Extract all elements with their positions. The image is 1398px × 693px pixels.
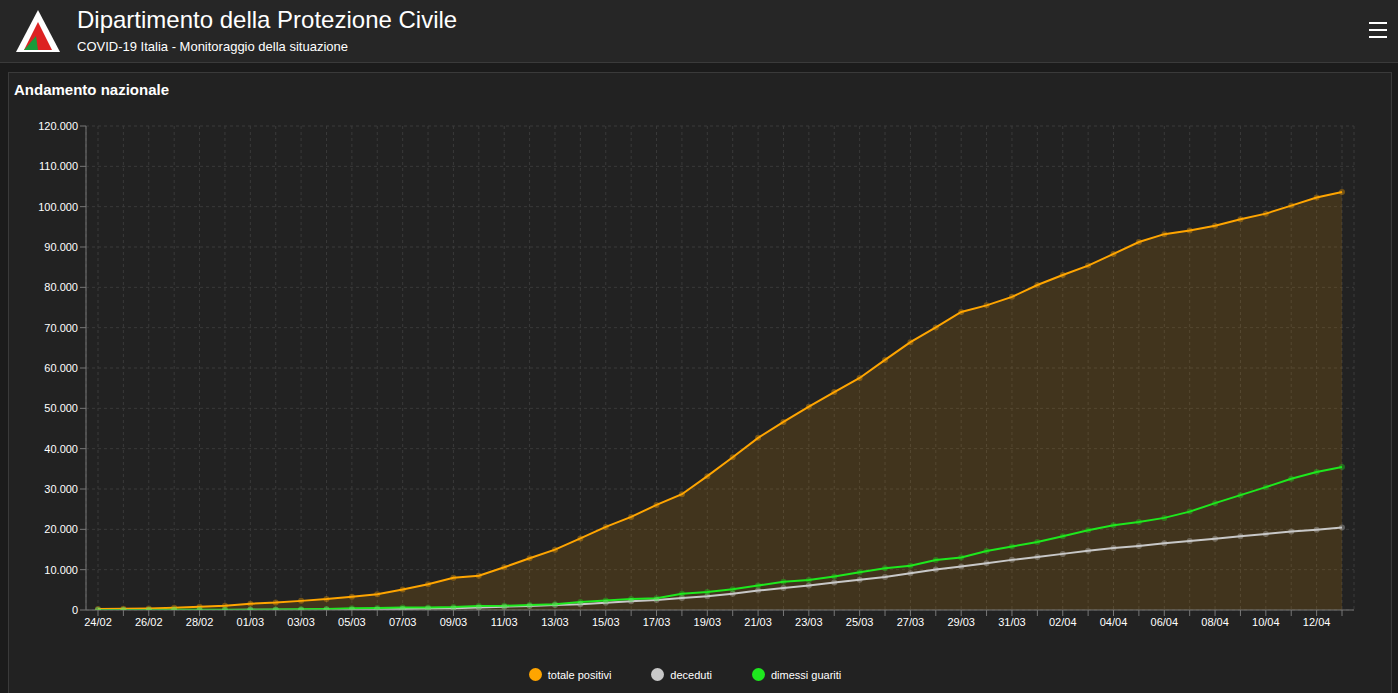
svg-text:28/02: 28/02: [186, 616, 214, 628]
svg-text:24/02: 24/02: [84, 616, 112, 628]
svg-text:20.000: 20.000: [44, 523, 78, 535]
svg-text:60.000: 60.000: [44, 362, 78, 374]
svg-text:50.000: 50.000: [44, 402, 78, 414]
svg-text:80.000: 80.000: [44, 281, 78, 293]
svg-text:11/03: 11/03: [491, 616, 518, 628]
svg-text:05/03: 05/03: [338, 616, 366, 628]
svg-text:27/03: 27/03: [897, 616, 925, 628]
svg-text:08/04: 08/04: [1201, 616, 1229, 628]
svg-text:70.000: 70.000: [44, 322, 78, 334]
svg-text:40.000: 40.000: [44, 443, 78, 455]
svg-text:10.000: 10.000: [44, 564, 78, 576]
html-text:deceduti: deceduti: [670, 668, 712, 681]
svg-text:90.000: 90.000: [44, 241, 78, 253]
svg-text:19/03: 19/03: [694, 616, 722, 628]
svg-text:13/03: 13/03: [541, 616, 569, 628]
svg-text:04/04: 04/04: [1100, 616, 1128, 628]
html-text:Andamento nazionale: Andamento nazionale: [14, 81, 169, 98]
svg-text:15/03: 15/03: [592, 616, 620, 628]
svg-text:110.000: 110.000: [39, 160, 78, 172]
html-text:dimessi guariti: dimessi guariti: [770, 668, 842, 681]
svg-text:10/04: 10/04: [1252, 616, 1280, 628]
svg-text:03/03: 03/03: [287, 616, 315, 628]
svg-text:0: 0: [72, 604, 78, 616]
svg-text:06/04: 06/04: [1151, 616, 1179, 628]
svg-text:12/04: 12/04: [1303, 616, 1331, 628]
html-text:Dipartimento della Protezione: Dipartimento della Protezione Civile: [77, 6, 458, 33]
svg-text:26/02: 26/02: [135, 616, 163, 628]
svg-text:30.000: 30.000: [44, 483, 78, 495]
svg-text:02/04: 02/04: [1049, 616, 1077, 628]
svg-text:07/03: 07/03: [389, 616, 417, 628]
svg-text:23/03: 23/03: [795, 616, 823, 628]
svg-text:25/03: 25/03: [846, 616, 874, 628]
svg-text:31/03: 31/03: [998, 616, 1026, 628]
svg-text:21/03: 21/03: [744, 616, 772, 628]
html-text:COVID-19 Italia - Monitoraggio: COVID-19 Italia - Monitoraggio della sit…: [77, 39, 348, 54]
svg-text:01/03: 01/03: [237, 616, 265, 628]
svg-text:17/03: 17/03: [643, 616, 671, 628]
svg-text:100.000: 100.000: [38, 201, 78, 213]
html-text:totale positivi: totale positivi: [547, 668, 612, 681]
svg-text:09/03: 09/03: [440, 616, 468, 628]
svg-text:29/03: 29/03: [947, 616, 975, 628]
svg-text:120.000: 120.000: [38, 120, 78, 132]
